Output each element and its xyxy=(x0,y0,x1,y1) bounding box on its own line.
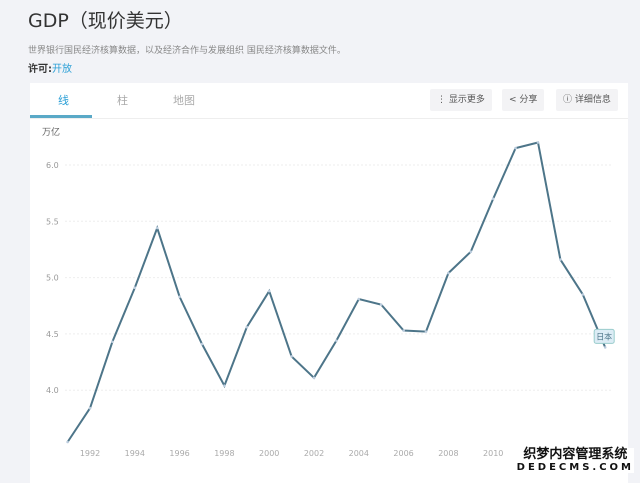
x-tick-label: 1998 xyxy=(214,449,234,458)
active-tab-indicator xyxy=(30,115,92,118)
series-line xyxy=(66,141,607,443)
data-point xyxy=(357,297,361,301)
y-axis-label: 万亿 xyxy=(42,126,60,138)
vertical-dots-icon: ⋮ xyxy=(437,95,446,105)
data-point xyxy=(111,340,114,344)
tab-map[interactable]: 地图 xyxy=(173,94,195,107)
data-point xyxy=(290,355,293,358)
x-tick-label: 1996 xyxy=(169,449,189,458)
watermark: 织梦内容管理系统 DEDECMS.COM xyxy=(516,446,634,473)
data-point xyxy=(200,342,204,346)
data-point xyxy=(491,197,495,201)
license: 许可:开放 xyxy=(28,60,72,75)
license-link[interactable]: 开放 xyxy=(52,64,72,75)
x-tick-label: 2002 xyxy=(304,449,324,458)
data-point xyxy=(379,303,383,306)
x-tick-label: 2000 xyxy=(259,449,279,458)
page-title: GDP（现价美元） xyxy=(28,10,183,32)
data-point xyxy=(514,146,517,150)
details-button[interactable]: ⓘ 详细信息 xyxy=(556,89,618,111)
share-button[interactable]: < 分享 xyxy=(502,89,545,111)
data-point xyxy=(603,346,607,349)
data-point xyxy=(312,376,316,380)
data-point xyxy=(155,226,159,230)
data-point xyxy=(447,271,450,275)
data-point xyxy=(223,384,226,387)
data-point xyxy=(133,286,137,290)
data-point xyxy=(245,325,249,329)
data-point xyxy=(581,293,585,296)
data-point xyxy=(402,329,405,332)
x-tick-label: 2006 xyxy=(393,449,413,458)
tab-bar-chart[interactable]: 柱 xyxy=(117,94,128,107)
y-tick-label: 5.5 xyxy=(46,217,59,226)
data-point xyxy=(178,295,181,299)
y-tick-label: 4.5 xyxy=(46,330,59,339)
x-tick-label: 2010 xyxy=(483,449,503,458)
data-point xyxy=(88,406,92,410)
series-label: 日本 xyxy=(596,331,612,341)
y-tick-label: 5.0 xyxy=(46,274,59,283)
x-tick-label: 1992 xyxy=(80,449,100,458)
license-label: 许可: xyxy=(28,64,52,75)
data-point xyxy=(335,339,338,342)
data-point xyxy=(267,289,271,293)
x-tick-label: 2004 xyxy=(349,449,369,458)
x-tick-label: 1994 xyxy=(125,449,145,458)
y-tick-label: 4.0 xyxy=(46,386,59,395)
data-point xyxy=(536,141,540,144)
share-icon: < xyxy=(509,95,517,105)
tab-bar: 线 柱 地图 ⋮ 显示更多 < 分享 ⓘ 详细信息 xyxy=(30,83,628,119)
y-tick-label: 6.0 xyxy=(46,161,59,170)
data-point xyxy=(559,258,562,261)
show-more-button[interactable]: ⋮ 显示更多 xyxy=(430,89,492,111)
chart-card: 线 柱 地图 ⋮ 显示更多 < 分享 ⓘ 详细信息 xyxy=(30,83,628,483)
info-icon: ⓘ xyxy=(563,95,573,105)
series-label-box xyxy=(593,328,615,344)
tab-line[interactable]: 线 xyxy=(58,94,69,107)
data-point xyxy=(469,250,473,254)
source-text: 世界银行国民经济核算数据，以及经济合作与发展组织 国民经济核算数据文件。 xyxy=(28,46,346,56)
x-tick-label: 2008 xyxy=(438,449,458,458)
data-point xyxy=(66,440,69,444)
data-point xyxy=(424,330,428,333)
